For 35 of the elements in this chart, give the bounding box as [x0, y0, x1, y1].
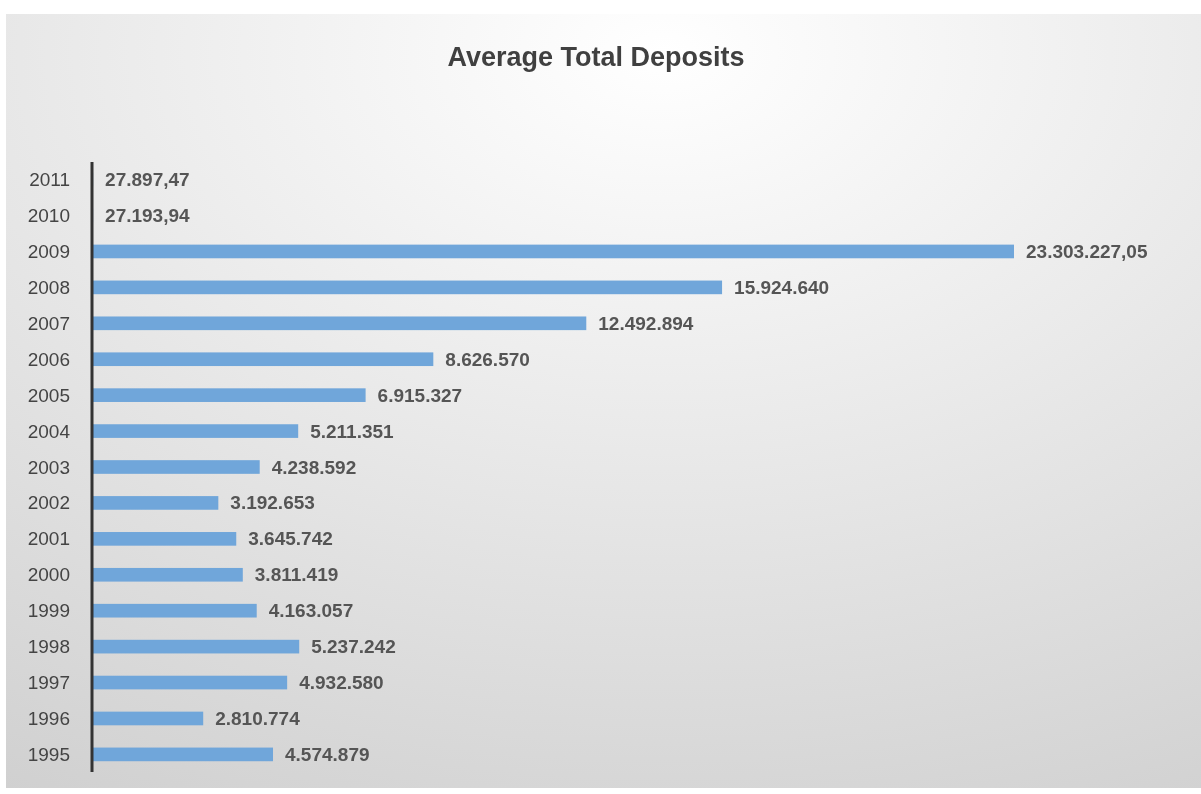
y-tick-label: 2000 — [27, 564, 70, 586]
y-tick-label: 2010 — [27, 205, 70, 227]
y-tick-label: 1998 — [27, 636, 70, 658]
y-tick-label: 2002 — [27, 492, 70, 514]
y-tick-label: 2008 — [27, 276, 70, 298]
chart-title: Average Total Deposits — [447, 42, 745, 72]
data-label: 3.645.742 — [248, 528, 333, 550]
data-label: 4.238.592 — [271, 456, 357, 478]
y-tick-label: 2009 — [27, 240, 70, 262]
data-label: 12.492.894 — [598, 312, 694, 334]
y-tick-label: 2001 — [27, 528, 70, 550]
y-tick-label: 2005 — [27, 384, 70, 406]
data-label: 27.897,47 — [105, 169, 190, 191]
y-tick-label: 2006 — [27, 348, 70, 370]
data-label: 2.810.774 — [215, 707, 301, 729]
data-label: 5.211.351 — [310, 420, 395, 442]
y-tick-label: 2011 — [29, 169, 70, 191]
data-label: 4.574.879 — [285, 743, 370, 765]
y-tick-label: 2007 — [27, 312, 70, 334]
data-label: 3.811.419 — [254, 564, 339, 586]
data-label: 4.163.057 — [268, 600, 354, 622]
y-tick-label: 1995 — [27, 743, 70, 765]
data-label: 8.626.570 — [445, 348, 530, 370]
y-tick-label: 1999 — [27, 600, 70, 622]
y-tick-label: 1996 — [27, 707, 70, 729]
data-label: 23.303.227,05 — [1026, 240, 1148, 262]
data-label: 27.193,94 — [105, 205, 191, 227]
data-label: 15.924.640 — [734, 276, 830, 298]
data-label: 4.932.580 — [299, 672, 384, 694]
y-tick-label: 2003 — [27, 456, 70, 478]
data-label: 5.237.242 — [311, 636, 396, 658]
y-tick-label: 2004 — [27, 420, 71, 442]
data-label: 6.915.327 — [377, 384, 463, 406]
data-label: 3.192.653 — [230, 492, 315, 514]
y-tick-label: 1997 — [27, 672, 70, 694]
